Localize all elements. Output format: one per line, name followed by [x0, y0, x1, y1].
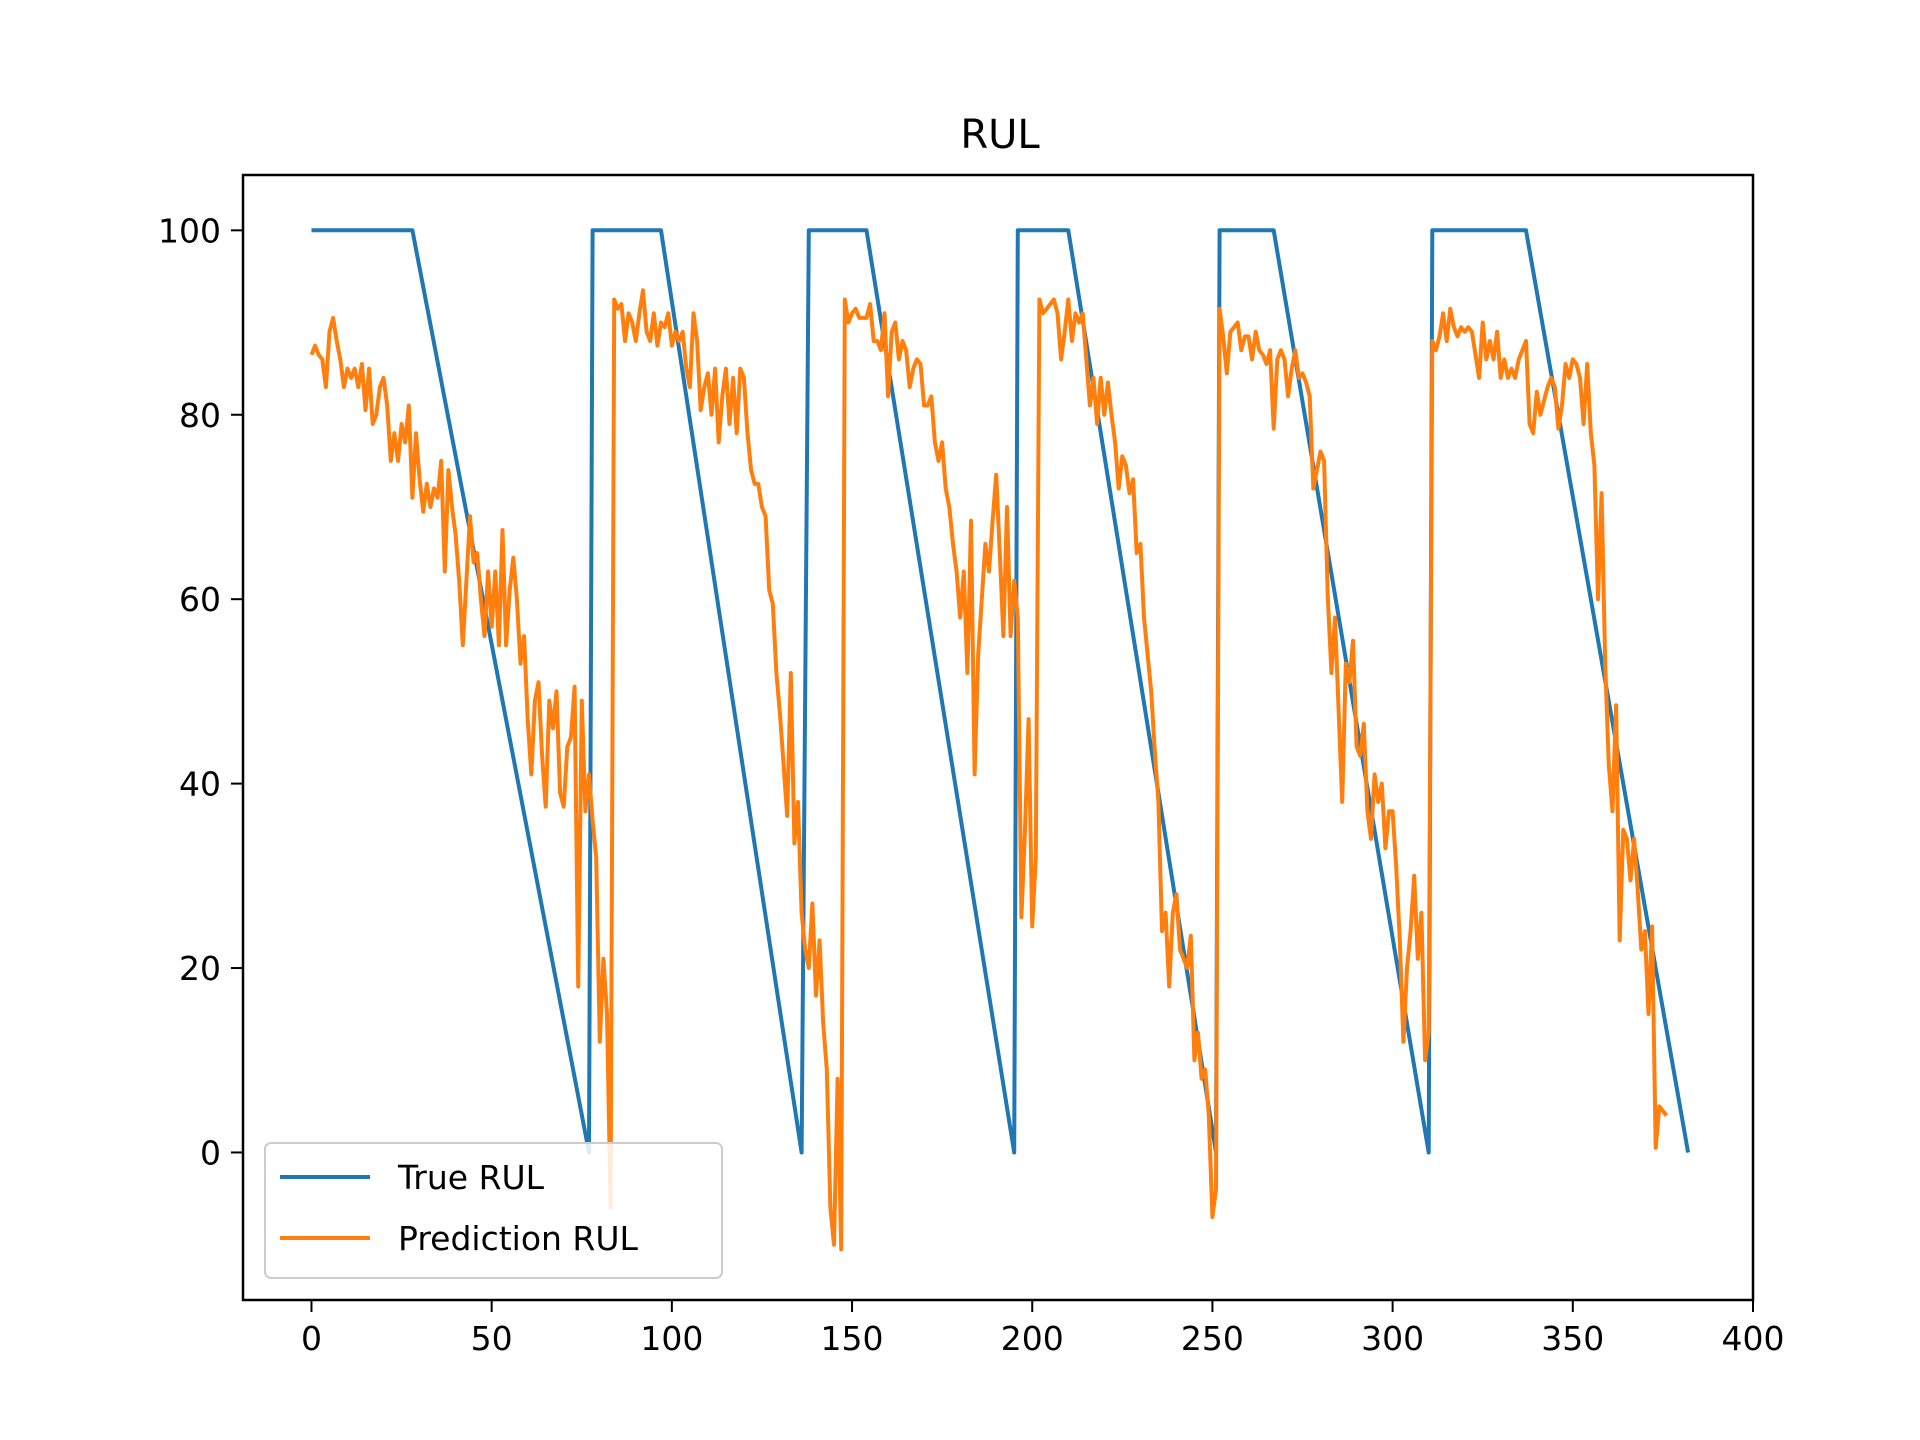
y-tick-label: 20	[179, 949, 221, 988]
x-tick-label: 100	[640, 1319, 703, 1358]
legend-label-prediction-rul: Prediction RUL	[398, 1219, 639, 1258]
y-tick-label: 0	[200, 1133, 221, 1172]
y-tick-label: 80	[179, 396, 221, 435]
x-tick-label: 250	[1181, 1319, 1244, 1358]
plot-area-frame	[241, 173, 1755, 1302]
legend-box	[264, 1142, 723, 1279]
y-axis-ticks: 0 20 40 60 80 100	[158, 211, 243, 1172]
x-tick-label: 150	[821, 1319, 884, 1358]
x-tick-label: 200	[1001, 1319, 1064, 1358]
chart-title: RUL	[960, 112, 1040, 158]
x-axis-ticks: 0 50 100 150 200 250 300 350 400	[301, 1300, 1785, 1358]
y-tick-label: 100	[158, 211, 221, 250]
legend: True RUL Prediction RUL	[264, 1142, 723, 1279]
series-line-prediction-rul	[309, 288, 1669, 1252]
legend-label-true-rul: True RUL	[397, 1158, 545, 1197]
y-tick-label: 40	[179, 765, 221, 804]
x-tick-label: 400	[1722, 1319, 1785, 1358]
x-tick-label: 350	[1541, 1319, 1604, 1358]
x-tick-label: 0	[301, 1319, 322, 1358]
x-tick-label: 300	[1361, 1319, 1424, 1358]
y-tick-label: 60	[179, 580, 221, 619]
x-tick-label: 50	[471, 1319, 513, 1358]
series-layer	[309, 228, 1691, 1252]
